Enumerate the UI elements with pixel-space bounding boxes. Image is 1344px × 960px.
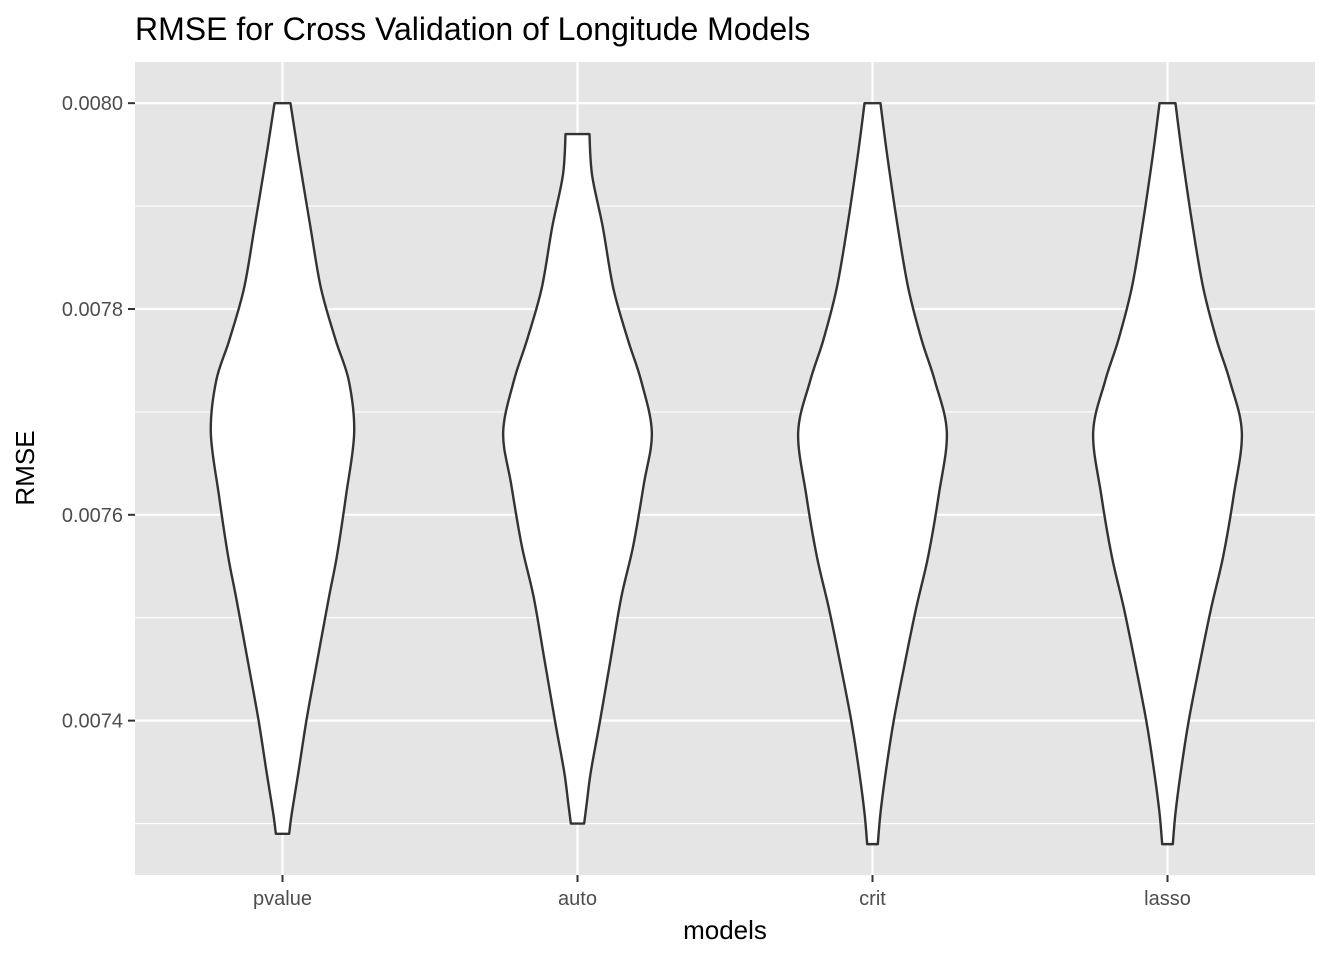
x-tick-label-pvalue: pvalue: [253, 888, 312, 910]
x-axis: pvalue auto crit lasso: [253, 875, 1191, 910]
chart-title: RMSE for Cross Validation of Longitude M…: [135, 11, 810, 47]
x-axis-title: models: [683, 915, 767, 945]
violin-crit: [796, 101, 949, 846]
y-tick-label: 0.0076: [62, 505, 123, 527]
x-tick-label-crit: crit: [859, 888, 886, 910]
violin-lasso: [1091, 101, 1244, 846]
violin-auto: [501, 132, 654, 825]
y-tick-label: 0.0074: [62, 711, 123, 733]
violin-pvalue: [209, 101, 356, 836]
y-axis: 0.0074 0.0076 0.0078 0.0080: [62, 93, 135, 733]
y-tick-label: 0.0078: [62, 299, 123, 321]
x-tick-label-lasso: lasso: [1144, 888, 1191, 910]
x-tick-label-auto: auto: [558, 888, 597, 910]
y-tick-label: 0.0080: [62, 93, 123, 115]
violins: [209, 101, 1244, 846]
y-axis-title: RMSE: [10, 430, 40, 505]
